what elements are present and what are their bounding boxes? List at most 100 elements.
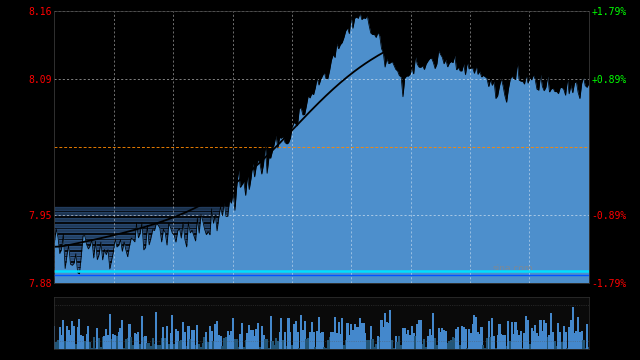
Bar	[310, 322, 313, 349]
Bar	[346, 323, 349, 349]
Text: sina.com: sina.com	[492, 264, 532, 273]
Bar	[244, 341, 246, 349]
Bar	[518, 335, 520, 349]
Bar	[440, 332, 442, 349]
Bar	[371, 339, 374, 349]
Bar	[182, 322, 184, 349]
Bar	[397, 342, 399, 349]
Bar	[145, 336, 147, 349]
Bar	[461, 327, 463, 349]
Bar	[189, 338, 191, 349]
Bar	[111, 339, 113, 349]
Bar	[225, 337, 227, 349]
Bar	[54, 252, 589, 255]
Bar	[452, 337, 454, 349]
Bar	[323, 347, 325, 349]
Bar	[554, 342, 556, 349]
Bar	[143, 337, 145, 349]
Bar	[353, 324, 356, 349]
Bar	[255, 329, 257, 349]
Bar	[93, 337, 95, 349]
Bar	[287, 318, 290, 349]
Bar	[188, 326, 189, 349]
Bar	[547, 337, 548, 349]
Bar	[156, 312, 157, 349]
Bar	[540, 320, 541, 349]
Bar	[389, 310, 392, 349]
Bar	[318, 316, 320, 349]
Bar	[380, 320, 383, 349]
Bar	[557, 323, 559, 349]
Bar	[89, 342, 92, 349]
Bar	[450, 340, 452, 349]
Bar	[102, 337, 104, 349]
Bar	[61, 335, 63, 349]
Bar	[220, 336, 221, 349]
Bar	[472, 324, 474, 349]
Bar	[479, 334, 481, 349]
Bar	[432, 314, 435, 349]
Bar	[570, 320, 572, 349]
Bar	[364, 333, 367, 349]
Bar	[470, 333, 472, 349]
Bar	[237, 347, 239, 349]
Bar	[584, 348, 586, 349]
Bar	[545, 323, 547, 349]
Bar	[198, 344, 200, 349]
Bar	[276, 341, 279, 349]
Bar	[163, 327, 164, 349]
Bar	[248, 325, 250, 349]
Bar	[296, 332, 298, 349]
Bar	[548, 335, 550, 349]
Bar	[200, 347, 202, 349]
Bar	[336, 333, 338, 349]
Bar	[420, 320, 422, 349]
Bar	[425, 347, 428, 349]
Bar	[499, 324, 500, 349]
Bar	[577, 317, 579, 349]
Bar	[246, 333, 248, 349]
Bar	[218, 334, 220, 349]
Bar	[511, 322, 513, 349]
Bar	[513, 334, 515, 349]
Bar	[564, 332, 566, 349]
Bar	[429, 329, 431, 349]
Bar	[150, 346, 152, 349]
Bar	[481, 327, 483, 349]
Bar	[98, 338, 100, 349]
Bar	[114, 334, 116, 349]
Bar	[170, 333, 172, 349]
Bar	[337, 323, 340, 349]
Bar	[524, 333, 525, 349]
Bar	[454, 338, 456, 349]
Bar	[531, 328, 532, 349]
Bar	[543, 320, 545, 349]
Bar	[411, 326, 413, 349]
Bar	[186, 346, 188, 349]
Bar	[53, 325, 56, 349]
Bar	[409, 335, 411, 349]
Bar	[118, 332, 120, 349]
Bar	[54, 212, 589, 215]
Bar	[269, 316, 272, 349]
Bar	[362, 323, 365, 349]
Bar	[316, 331, 318, 349]
Bar	[434, 338, 436, 349]
Bar	[398, 336, 401, 349]
Bar	[177, 331, 179, 349]
Bar	[366, 339, 368, 349]
Bar	[109, 314, 111, 349]
Bar	[147, 343, 148, 349]
Bar	[352, 329, 354, 349]
Bar	[350, 324, 352, 349]
Bar	[580, 331, 582, 349]
Bar	[527, 320, 529, 349]
Bar	[586, 324, 588, 349]
Bar	[319, 333, 322, 349]
Bar	[497, 335, 499, 349]
Bar	[236, 339, 238, 349]
Bar	[112, 334, 115, 349]
Bar	[54, 240, 589, 243]
Bar	[393, 348, 395, 349]
Bar	[423, 339, 426, 349]
